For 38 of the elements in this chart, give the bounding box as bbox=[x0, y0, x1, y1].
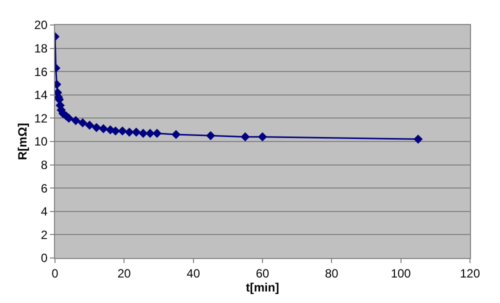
y-tick-label: 2 bbox=[40, 228, 48, 242]
y-tick-label: 10 bbox=[34, 134, 48, 149]
point bbox=[146, 128, 155, 138]
x-tick-label: 20 bbox=[117, 266, 132, 280]
point bbox=[71, 116, 80, 126]
point bbox=[206, 131, 216, 140]
point bbox=[98, 124, 108, 134]
point bbox=[138, 128, 148, 138]
y-axis-title: R[mΩ] bbox=[16, 123, 30, 160]
point bbox=[85, 120, 94, 130]
y-tick-label: 18 bbox=[34, 42, 48, 56]
x-tick-label: 40 bbox=[186, 266, 200, 280]
point bbox=[78, 118, 88, 128]
x-tick-label: 120 bbox=[460, 266, 480, 280]
y-tick-label: 14 bbox=[34, 88, 48, 102]
point bbox=[132, 128, 141, 137]
x-tick-label: 60 bbox=[256, 266, 270, 280]
y-tick-label: 6 bbox=[40, 181, 48, 196]
y-tick-label: 16 bbox=[34, 64, 48, 79]
point bbox=[124, 128, 134, 137]
x-tick-label: 80 bbox=[324, 266, 339, 280]
point bbox=[110, 126, 120, 136]
y-tick-label: 20 bbox=[34, 18, 48, 32]
point bbox=[414, 134, 423, 144]
point bbox=[240, 132, 250, 142]
point bbox=[92, 122, 102, 132]
point bbox=[171, 130, 181, 140]
x-tick-label: 100 bbox=[390, 266, 412, 280]
point bbox=[152, 128, 162, 138]
point bbox=[118, 126, 127, 136]
y-tick-label: 12 bbox=[34, 111, 48, 126]
y-tick-label: 8 bbox=[40, 158, 48, 172]
y-tick-label: 4 bbox=[40, 204, 48, 219]
point bbox=[64, 114, 74, 123]
point bbox=[258, 132, 268, 142]
x-tick-label: 0 bbox=[52, 266, 59, 280]
x-axis-title: t[min] bbox=[246, 280, 280, 294]
y-tick-label: 0 bbox=[40, 251, 48, 266]
